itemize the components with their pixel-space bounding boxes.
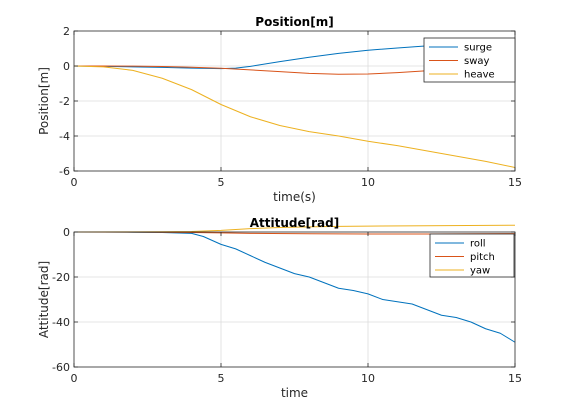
chart-1-x-tick-label-3: 15 <box>508 176 522 189</box>
chart-2-y-tick-label-0: 0 <box>63 226 70 239</box>
chart-1-legend-label-heave: heave <box>464 70 495 81</box>
chart-1-y-tick-label-1: 0 <box>63 60 70 73</box>
chart-2-x-tick-label-3: 15 <box>508 372 522 385</box>
chart-1-y-tick-label-2: -2 <box>59 95 70 108</box>
chart-1-y-tick-label-4: -6 <box>59 165 70 178</box>
chart-1-legend-label-surge: surge <box>464 43 492 54</box>
chart-2-legend-label-roll: roll <box>470 239 486 250</box>
chart-2-x-tick-label-2: 10 <box>361 372 375 385</box>
chart-2-x-tick-label-0: 0 <box>71 372 78 385</box>
chart-2-title: Attitude[rad] <box>250 216 339 230</box>
chart-2-y-tick-label-3: -60 <box>52 361 70 374</box>
chart-2-x-axis-label: time <box>281 386 308 400</box>
chart-1-legend-label-sway: sway <box>464 56 490 67</box>
chart-2-legend-label-pitch: pitch <box>470 252 495 263</box>
chart-1-x-tick-label-2: 10 <box>361 176 375 189</box>
chart-1-y-axis-label: Position[m] <box>37 67 51 135</box>
chart-1-x-axis-label: time(s) <box>273 190 316 204</box>
chart-2-y-axis-label: Attitude[rad] <box>37 261 51 338</box>
chart-2-legend-label-yaw: yaw <box>470 266 490 277</box>
chart-1-x-tick-label-0: 0 <box>71 176 78 189</box>
chart-2-x-tick-label-1: 5 <box>218 372 225 385</box>
chart-1-x-tick-label-1: 5 <box>218 176 225 189</box>
chart-1-y-tick-label-0: 2 <box>63 25 70 38</box>
chart-2-y-tick-label-2: -40 <box>52 316 70 329</box>
chart-1-y-tick-label-3: -4 <box>59 130 70 143</box>
chart-1-title: Position[m] <box>255 15 333 29</box>
chart-2-y-tick-label-1: -20 <box>52 271 70 284</box>
